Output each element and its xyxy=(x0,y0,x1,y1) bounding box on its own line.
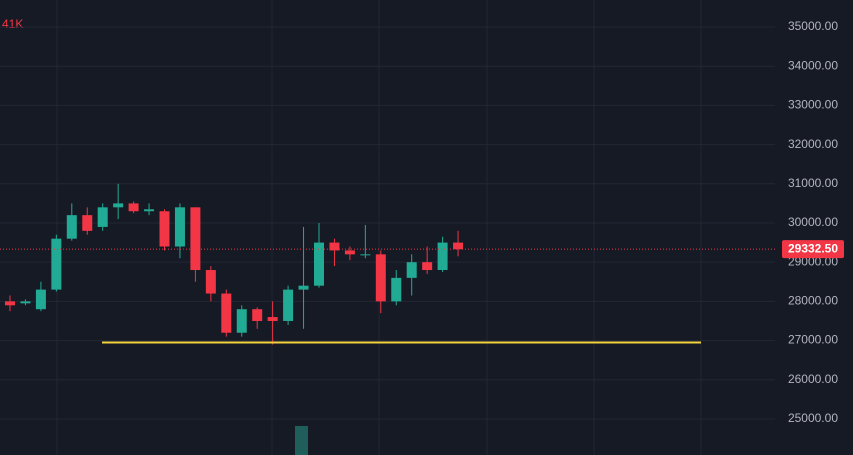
candle-body xyxy=(128,203,139,212)
candle-body xyxy=(205,270,216,294)
candle-body xyxy=(422,262,433,271)
candle-body xyxy=(314,242,324,286)
candle-body xyxy=(236,309,247,333)
y-tick-label: 32000.00 xyxy=(788,137,838,151)
candle-body xyxy=(375,254,386,302)
candle-body xyxy=(283,289,294,321)
candle-body xyxy=(360,254,371,256)
candle-body xyxy=(344,250,355,255)
candle-body xyxy=(66,215,77,239)
volume-label: 41K xyxy=(2,17,23,31)
candle-body xyxy=(159,211,170,247)
y-tick-label: 35000.00 xyxy=(788,19,838,33)
candle-body xyxy=(5,301,15,306)
y-tick-label: 34000.00 xyxy=(788,58,838,72)
y-tick-label: 26000.00 xyxy=(788,372,838,386)
candle-body xyxy=(82,215,93,231)
y-tick-label: 33000.00 xyxy=(788,98,838,112)
price-label: 29332.50 xyxy=(788,241,838,255)
y-tick-label: 25000.00 xyxy=(788,411,838,425)
candle-body xyxy=(20,301,31,304)
candle-body xyxy=(144,209,155,212)
volume-bar xyxy=(295,426,308,455)
candle-body xyxy=(267,317,278,321)
price-label-box xyxy=(782,240,844,259)
candle-body xyxy=(113,203,124,208)
candle-body xyxy=(437,242,448,271)
candle-body xyxy=(51,238,62,290)
candle-body xyxy=(453,242,464,250)
candle-body xyxy=(221,293,232,333)
candle-body xyxy=(329,242,340,251)
candle-body xyxy=(391,277,402,302)
candle-body xyxy=(97,207,108,227)
y-tick-label: 31000.00 xyxy=(788,176,838,190)
candle-body xyxy=(190,207,201,271)
candle-body xyxy=(35,289,46,310)
y-tick-label: 27000.00 xyxy=(788,333,838,347)
candle-body xyxy=(252,309,263,321)
vertical-grid xyxy=(56,0,702,455)
candle-body xyxy=(174,207,185,247)
y-tick-label: 28000.00 xyxy=(788,294,838,308)
y-tick-label: 30000.00 xyxy=(788,215,838,229)
candle-body xyxy=(298,285,309,290)
candle-body xyxy=(406,262,417,278)
